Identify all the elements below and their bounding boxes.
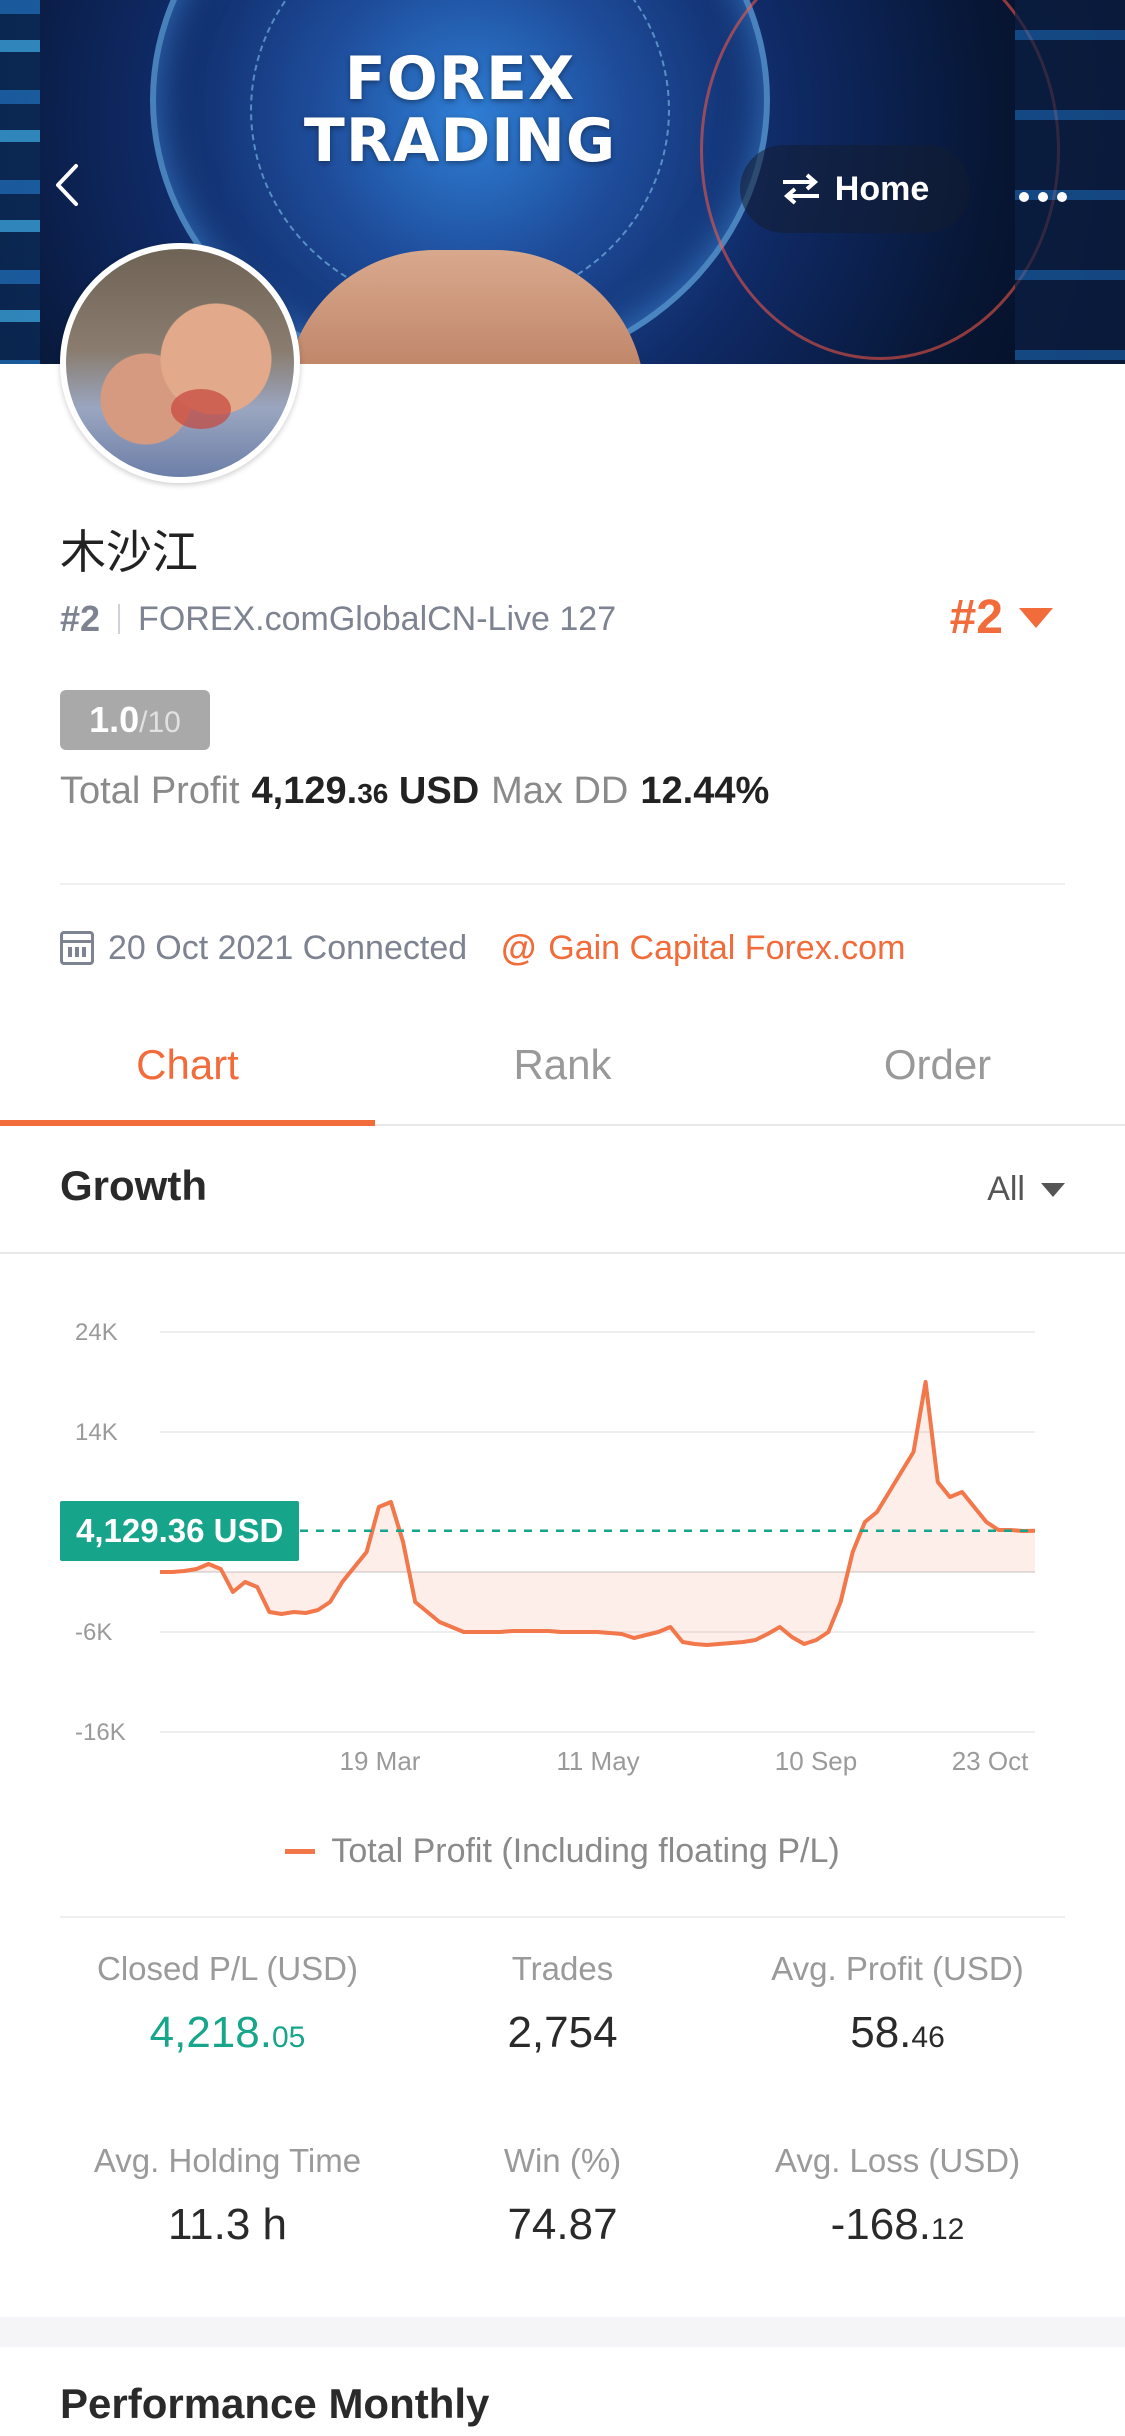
profit-summary: Total Profit 4,129.36 USD Max DD 12.44% [60, 770, 769, 813]
total-profit-value: 4,129.36 USD [252, 770, 480, 813]
stat-value: 4,218.05 [40, 2008, 415, 2058]
stat-value-main: 74.87 [507, 2200, 618, 2249]
tab-bar: Chart Rank Order [0, 1020, 1125, 1126]
x-tick-label: 10 Sep [775, 1746, 857, 1776]
stat-value: 2,754 [375, 2008, 750, 2058]
score-value: 1.0 [89, 699, 140, 740]
tab-rank[interactable]: Rank [513, 1041, 612, 1088]
banner-decoration-left [0, 0, 40, 364]
range-value: All [987, 1170, 1025, 1208]
rank-server-line: #2 FOREX.comGlobalCN-Live 127 [60, 594, 616, 644]
total-profit-main: 4,129. [251, 770, 358, 812]
home-button[interactable]: Home [740, 145, 970, 233]
series-area [160, 1382, 1035, 1645]
connection-info: 20 Oct 2021 Connected @ Gain Capital For… [60, 920, 905, 976]
caret-down-icon [1041, 1182, 1065, 1197]
stat-win-percent: Win (%) 74.87 [375, 2142, 750, 2250]
x-tick-label: 11 May [556, 1746, 639, 1776]
divider [60, 1916, 1065, 1918]
tab-order[interactable]: Order [883, 1041, 992, 1088]
stat-value-main: 4,218. [149, 2008, 272, 2057]
banner-decoration-right [1015, 0, 1125, 364]
y-tick-label: -6K [75, 1619, 112, 1646]
stat-label: Avg. Loss (USD) [774, 2142, 1021, 2179]
range-dropdown[interactable]: All [987, 1170, 1065, 1209]
y-tick-label: 14K [75, 1419, 118, 1446]
swap-arrows-icon [782, 173, 819, 205]
current-value-badge: 4,129.36 USD [60, 1500, 300, 1561]
performance-title: Performance Monthly [60, 2380, 490, 2427]
max-dd-value: 12.44% [640, 770, 770, 812]
banner-title: FOREX TRADING [290, 48, 630, 172]
stat-label: Win (%) [503, 2142, 622, 2179]
score-denominator: /10 [139, 706, 181, 739]
stat-value: -168.12 [710, 2200, 1085, 2250]
y-tick-label: 24K [75, 1319, 118, 1346]
more-button[interactable] [1008, 150, 1078, 230]
y-tick-label: -16K [75, 1719, 126, 1746]
calendar-icon [60, 931, 94, 965]
stat-value: 11.3 h [40, 2200, 415, 2250]
stat-value: 58.46 [710, 2008, 1085, 2058]
rank-dropdown[interactable]: #2 [950, 590, 1053, 645]
legend-label: Total Profit (Including floating P/L) [331, 1832, 840, 1870]
tab-chart[interactable]: Chart [0, 1020, 375, 1126]
stat-closed-pl: Closed P/L (USD) 4,218.05 [40, 1950, 415, 2058]
stat-value-main: 58. [850, 2008, 912, 2057]
rank-dropdown-value: #2 [949, 591, 1003, 644]
stat-avg-loss: Avg. Loss (USD) -168.12 [710, 2142, 1085, 2250]
broker-link[interactable]: @ Gain Capital Forex.com [501, 927, 905, 969]
stat-label: Avg. Profit (USD) [771, 1950, 1024, 1987]
stat-value-decimal: 05 [271, 2021, 306, 2054]
chevron-left-icon [56, 164, 78, 206]
banner-title-line1: FOREX [344, 44, 576, 114]
section-separator [0, 2317, 1125, 2347]
growth-chart-svg: 24K 14K -6K -16K 19 Mar 11 May 10 Sep 23 Oct [75, 1319, 1036, 1776]
stat-value-decimal: 46 [911, 2021, 945, 2054]
banner-title-line2: TRADING [303, 106, 617, 176]
x-tick-label: 19 Mar [340, 1746, 421, 1776]
total-profit-label: Total Profit [60, 770, 240, 812]
total-profit-decimal: 36 [357, 778, 389, 809]
caret-down-icon [1019, 607, 1053, 628]
series-line [160, 1380, 1036, 1647]
stat-value-main: 11.3 h [167, 2200, 288, 2249]
server-name: FOREX.comGlobalCN-Live 127 [138, 599, 617, 638]
rank-label: #2 [60, 598, 101, 639]
max-dd-label: Max DD [491, 770, 629, 812]
divider [60, 883, 1065, 885]
stat-value-decimal: 12 [930, 2213, 965, 2246]
more-horizontal-icon [1019, 192, 1067, 202]
chart-legend: Total Profit (Including floating P/L) [0, 1832, 1125, 1871]
separator [118, 604, 121, 634]
cover-banner: FOREX TRADING Home [0, 0, 1125, 364]
connected-date: 20 Oct 2021 Connected [108, 928, 468, 967]
home-label: Home [834, 169, 930, 208]
x-tick-label: 23 Oct [952, 1746, 1029, 1776]
total-profit-unit: USD [398, 770, 480, 812]
growth-title: Growth [60, 1162, 207, 1209]
trader-name: 木沙江 [60, 525, 198, 579]
stat-label: Trades [511, 1950, 614, 1987]
growth-header: Growth All [0, 1128, 1125, 1254]
stat-label: Avg. Holding Time [93, 2142, 362, 2179]
stat-avg-holding-time: Avg. Holding Time 11.3 h [40, 2142, 415, 2250]
at-sign-icon: @ [501, 927, 537, 968]
broker-name: Gain Capital Forex.com [548, 928, 906, 967]
stat-value-main: -168. [830, 2200, 931, 2249]
back-button[interactable] [52, 160, 92, 220]
stat-value-main: 2,754 [507, 2008, 618, 2057]
legend-swatch [285, 1849, 316, 1854]
stat-label: Closed P/L (USD) [96, 1950, 359, 1987]
stat-value: 74.87 [375, 2200, 750, 2250]
stat-trades: Trades 2,754 [375, 1950, 750, 2058]
score-badge: 1.0/10 [60, 690, 210, 750]
growth-chart: 24K 14K -6K -16K 19 Mar 11 May 10 Sep 23 Oct 4,… [0, 1256, 1125, 1816]
stat-avg-profit: Avg. Profit (USD) 58.46 [710, 1950, 1085, 2058]
avatar[interactable] [60, 243, 300, 483]
